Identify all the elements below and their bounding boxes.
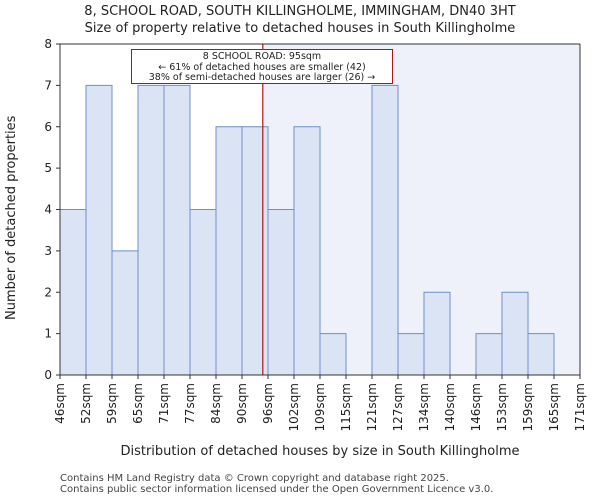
- histogram-bar: [241, 126, 269, 376]
- x-tick-label: 84sqm: [209, 383, 223, 424]
- y-axis-label: Number of detached properties: [4, 115, 19, 320]
- chart-title-line1: 8, SCHOOL ROAD, SOUTH KILLINGHOLME, IMMI…: [84, 4, 516, 19]
- annotation-line3: 38% of semi-detached houses are larger (…: [148, 72, 376, 83]
- x-tick-label: 71sqm: [157, 383, 171, 424]
- x-tick-label: 146sqm: [469, 383, 483, 431]
- histogram-bar: [527, 333, 555, 376]
- x-tick-label: 109sqm: [313, 383, 327, 431]
- histogram-bar: [59, 209, 87, 376]
- y-tick-label: 0: [44, 368, 52, 382]
- y-tick-label: 5: [44, 161, 52, 175]
- histogram-bar: [371, 84, 399, 376]
- histogram-bar: [189, 209, 217, 376]
- x-tick-label: 134sqm: [417, 383, 431, 431]
- x-axis-label: Distribution of detached houses by size …: [120, 444, 520, 459]
- chart-title-line2: Size of property relative to detached ho…: [84, 21, 516, 36]
- x-tick-label: 153sqm: [495, 383, 509, 431]
- x-tick-label: 52sqm: [79, 383, 93, 424]
- annotation-box: 8 SCHOOL ROAD: 95sqm ← 61% of detached h…: [131, 49, 393, 84]
- x-tick-label: 171sqm: [573, 383, 587, 431]
- histogram-bar: [397, 333, 425, 376]
- histogram-bar: [163, 84, 191, 376]
- y-tick-label: 8: [44, 37, 52, 51]
- histogram-bar: [111, 250, 139, 376]
- x-tick-label: 165sqm: [547, 383, 561, 431]
- x-tick-label: 115sqm: [339, 383, 353, 431]
- x-tick-label: 102sqm: [287, 383, 301, 431]
- histogram-bar: [319, 333, 347, 376]
- histogram-bar: [293, 126, 321, 376]
- annotation-line2: ← 61% of detached houses are smaller (42…: [158, 61, 366, 73]
- y-tick-label: 7: [44, 78, 52, 92]
- histogram-bar: [267, 209, 295, 376]
- histogram-bar: [475, 333, 503, 376]
- y-tick-label: 3: [44, 244, 52, 258]
- x-tick-label: 59sqm: [105, 383, 119, 424]
- x-tick-label: 121sqm: [365, 383, 379, 431]
- x-tick-label: 140sqm: [443, 383, 457, 431]
- histogram-bar: [137, 84, 165, 376]
- histogram-bar: [215, 126, 243, 376]
- y-tick-label: 1: [44, 327, 52, 341]
- x-tick-label: 90sqm: [235, 383, 249, 424]
- y-tick-label: 2: [44, 285, 52, 299]
- histogram-bar: [85, 84, 113, 376]
- y-tick-label: 6: [44, 120, 52, 134]
- x-tick-label: 127sqm: [391, 383, 405, 431]
- x-tick-label: 65sqm: [131, 383, 145, 424]
- x-tick-label: 77sqm: [183, 383, 197, 424]
- y-tick-label: 4: [44, 203, 52, 217]
- histogram-bar: [501, 291, 529, 376]
- x-tick-label: 96sqm: [261, 383, 275, 424]
- x-tick-label: 159sqm: [521, 383, 535, 431]
- x-tick-label: 46sqm: [53, 383, 67, 424]
- histogram-bar: [423, 291, 451, 376]
- annotation-line1: 8 SCHOOL ROAD: 95sqm: [202, 51, 322, 62]
- footer-line1: Contains HM Land Registry data © Crown c…: [60, 473, 449, 484]
- footer-line2: Contains public sector information licen…: [60, 484, 494, 495]
